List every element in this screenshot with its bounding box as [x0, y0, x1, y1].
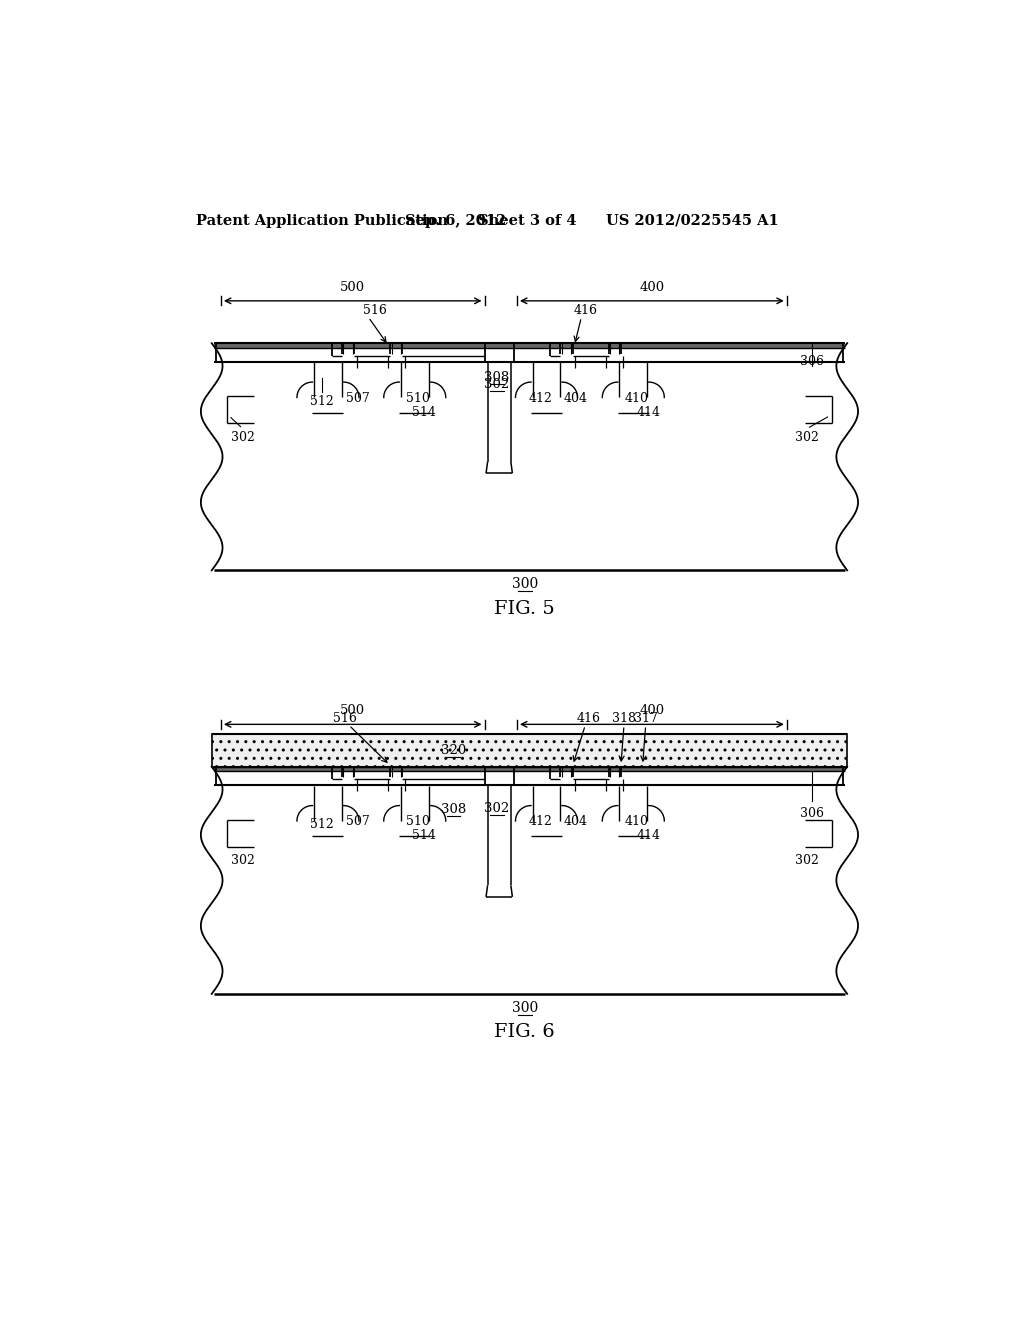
Bar [212, 734, 847, 767]
Text: 308: 308 [441, 803, 466, 816]
Text: 404: 404 [564, 392, 588, 405]
Text: 404: 404 [564, 816, 588, 828]
Text: 412: 412 [528, 392, 552, 405]
Bar [214, 767, 845, 771]
Text: 416: 416 [577, 713, 600, 726]
Text: Patent Application Publication: Patent Application Publication [197, 214, 449, 228]
Text: 412: 412 [528, 816, 552, 828]
Text: 507: 507 [345, 816, 370, 828]
Text: 414: 414 [637, 829, 660, 842]
Bar [214, 343, 845, 348]
Text: 302: 302 [795, 430, 819, 444]
Text: 510: 510 [406, 392, 430, 405]
Text: 400: 400 [639, 281, 665, 294]
Text: 410: 410 [625, 392, 648, 405]
Text: 507: 507 [345, 392, 370, 405]
Text: 400: 400 [639, 705, 665, 718]
Text: 510: 510 [406, 816, 430, 828]
Text: 514: 514 [412, 829, 436, 842]
Text: 306: 306 [800, 355, 823, 368]
Text: 514: 514 [412, 405, 436, 418]
Text: 318: 318 [612, 713, 636, 726]
Text: 512: 512 [310, 395, 334, 408]
Text: 410: 410 [625, 816, 648, 828]
Text: 300: 300 [512, 1001, 538, 1015]
Text: 300: 300 [512, 577, 538, 591]
Text: 317: 317 [634, 713, 657, 726]
Text: 500: 500 [340, 281, 366, 294]
Text: 414: 414 [637, 405, 660, 418]
Text: 500: 500 [340, 705, 366, 718]
Text: 306: 306 [800, 807, 823, 820]
Text: Sheet 3 of 4: Sheet 3 of 4 [478, 214, 577, 228]
Text: US 2012/0225545 A1: US 2012/0225545 A1 [606, 214, 779, 228]
Text: 302: 302 [230, 854, 255, 867]
Text: 302: 302 [484, 379, 510, 391]
Text: FIG. 5: FIG. 5 [495, 599, 555, 618]
Text: 516: 516 [333, 713, 357, 726]
Text: 320: 320 [441, 744, 466, 758]
Text: 302: 302 [795, 854, 819, 867]
Text: 516: 516 [362, 305, 386, 317]
Text: Sep. 6, 2012: Sep. 6, 2012 [406, 214, 507, 228]
Text: 308: 308 [484, 371, 510, 384]
Text: FIG. 6: FIG. 6 [495, 1023, 555, 1041]
Text: 416: 416 [573, 305, 597, 317]
Text: 302: 302 [484, 801, 510, 814]
Text: 512: 512 [310, 818, 334, 832]
Text: 302: 302 [230, 430, 255, 444]
